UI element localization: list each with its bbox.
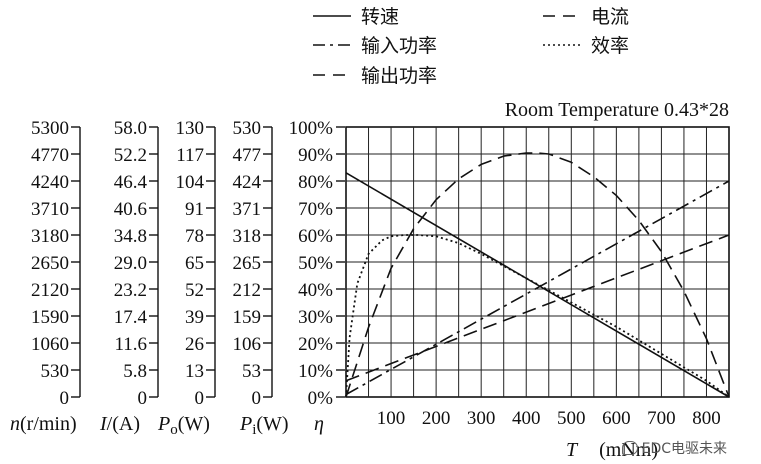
y-tick-label: 5.8: [123, 361, 147, 382]
y-tick-label: 13: [185, 361, 204, 382]
y-tick-label: 159: [233, 307, 262, 328]
y-tick-label: 265: [233, 253, 262, 274]
y-tick-label: 46.4: [114, 172, 148, 193]
x-tick-label: 700: [647, 408, 676, 429]
y-tick-label: 40.6: [114, 199, 147, 220]
legend-entry: 效率: [543, 35, 629, 57]
legend-label: 效率: [591, 35, 629, 57]
x-tick-label: 400: [512, 408, 541, 429]
plot-grid: [345, 126, 730, 398]
legend-label: 输出功率: [361, 65, 437, 87]
y-tick-label: 3180: [31, 226, 69, 247]
y-tick-label: 0: [195, 388, 205, 409]
y-tick-label: 30%: [298, 307, 333, 328]
series-line-转速: [345, 172, 730, 398]
curves: [345, 152, 730, 398]
y-tick-label: 3710: [31, 199, 69, 220]
watermark: EDC电驱未来: [621, 438, 727, 458]
y-axis-title-4: η: [314, 413, 324, 435]
y-axes: 5300477042403710318026502120159010605300…: [10, 118, 345, 438]
y-tick-label: 53: [242, 361, 261, 382]
y-tick-label: 106: [233, 334, 262, 355]
y-tick-label: 1590: [31, 307, 69, 328]
y-tick-label: 4770: [31, 145, 69, 166]
x-tick-label: 800: [692, 408, 721, 429]
y-axis-title-3: Pi(W): [239, 413, 289, 438]
y-tick-label: 2650: [31, 253, 69, 274]
x-tick-label: 600: [602, 408, 631, 429]
y-tick-label: 91: [185, 199, 204, 220]
y-tick-label: 104: [176, 172, 205, 193]
y-tick-label: 10%: [298, 361, 333, 382]
y-tick-label: 477: [233, 145, 262, 166]
y-tick-label: 52.2: [114, 145, 147, 166]
x-tick-label: 500: [557, 408, 586, 429]
y-axis-title-0: n(r/min): [10, 413, 77, 435]
y-tick-label: 318: [233, 226, 262, 247]
legend-label: 电流: [591, 6, 629, 28]
legend-entry: 输入功率: [313, 35, 437, 57]
y-tick-label: 70%: [298, 199, 333, 220]
series-line-效率: [345, 234, 730, 398]
x-tick-label: 200: [422, 408, 451, 429]
y-tick-label: 2120: [31, 280, 69, 301]
y-tick-label: 100%: [289, 118, 334, 139]
legend-label: 输入功率: [361, 35, 437, 57]
y-axis-title-2: Po(W): [157, 413, 210, 438]
y-tick-label: 212: [233, 280, 262, 301]
annotation-text: Room Temperature 0.43*28: [505, 99, 729, 121]
y-tick-label: 39: [185, 307, 204, 328]
y-tick-label: 5300: [31, 118, 69, 139]
y-tick-label: 530: [41, 361, 70, 382]
y-tick-label: 17.4: [114, 307, 148, 328]
y-tick-label: 0: [138, 388, 148, 409]
series-line-输出功率: [345, 152, 730, 398]
y-tick-label: 530: [233, 118, 262, 139]
x-tick-label: 300: [467, 408, 496, 429]
y-tick-label: 90%: [298, 145, 333, 166]
y-tick-label: 80%: [298, 172, 333, 193]
y-tick-label: 117: [176, 145, 204, 166]
y-tick-label: 50%: [298, 253, 333, 274]
y-tick-label: 23.2: [114, 280, 147, 301]
y-tick-label: 65: [185, 253, 204, 274]
y-tick-label: 52: [185, 280, 204, 301]
y-tick-label: 1060: [31, 334, 69, 355]
y-tick-label: 78: [185, 226, 204, 247]
y-tick-label: 20%: [298, 334, 333, 355]
y-tick-label: 58.0: [114, 118, 147, 139]
y-tick-label: 0: [60, 388, 70, 409]
y-tick-label: 11.6: [114, 334, 147, 355]
y-tick-label: 371: [233, 199, 262, 220]
y-tick-label: 424: [233, 172, 262, 193]
legend-entry: 转速: [313, 6, 399, 28]
series-line-输入功率: [345, 180, 730, 396]
legend-entry: 输出功率: [313, 65, 437, 87]
y-axis-4: 100% 90% 80% 70% 60% 50% 40% 30% 20% 10% 0%: [289, 118, 345, 409]
y-axis-1: 58.0 52.2 46.4 40.6 34.8 29.0 23.2 17.4 11.6 5.8 0: [114, 118, 159, 409]
legend-entry: 电流: [543, 6, 629, 28]
watermark-text: EDC电驱未来: [641, 441, 727, 457]
y-tick-label: 26: [185, 334, 204, 355]
y-tick-label: 34.8: [114, 226, 147, 247]
y-tick-label: 4240: [31, 172, 69, 193]
y-tick-label: 0%: [308, 388, 334, 409]
legend-label: 转速: [361, 6, 399, 28]
chat-icon: [621, 441, 638, 455]
y-tick-label: 40%: [298, 280, 333, 301]
y-tick-label: 29.0: [114, 253, 147, 274]
y-tick-label: 130: [176, 118, 205, 139]
x-tick-label: 100: [377, 408, 406, 429]
y-axis-title-1: I/(A): [99, 413, 140, 435]
y-tick-label: 60%: [298, 226, 333, 247]
y-tick-label: 0: [252, 388, 262, 409]
